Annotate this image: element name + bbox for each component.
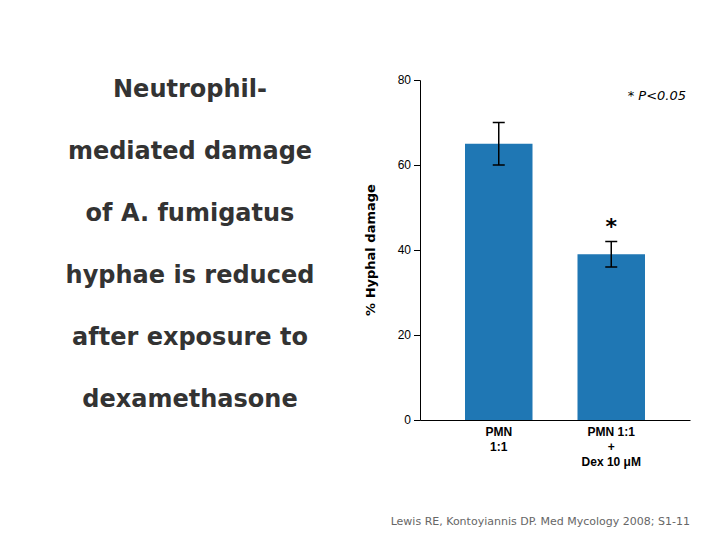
tick-label: PMN 1:1+Dex 10 μM: [582, 425, 641, 469]
tick-label: 80: [398, 73, 412, 87]
tick-label: 20: [398, 328, 412, 342]
error-bar: [493, 123, 505, 166]
tick: PMN1:1: [485, 425, 512, 454]
panel-text: after exposure to: [72, 323, 308, 351]
panel-text: hyphae is reduced: [66, 261, 315, 289]
bar: [465, 144, 533, 420]
tick-label-line: +: [608, 440, 615, 454]
tick-label-line: PMN: [485, 425, 512, 439]
tick-mark: [414, 80, 420, 81]
tick-label: 40: [398, 243, 412, 257]
tick-label: PMN1:1: [485, 425, 512, 454]
panel-text: mediated damage: [68, 137, 312, 165]
tick: 40: [398, 243, 420, 257]
x-axis: PMN1:1PMN 1:1+Dex 10 μM: [421, 421, 691, 470]
error-bar-line: [493, 123, 505, 166]
chart: Neutrophil-mediated damage of A. fumigatu…: [0, 0, 720, 540]
panel-text: dexamethasone: [82, 385, 297, 413]
panel-text: Neutrophil-: [113, 75, 267, 103]
annotation: *: [605, 214, 617, 239]
tick: PMN 1:1+Dex 10 μM: [582, 425, 641, 469]
footer: Lewis RE, Kontoyiannis DP. Med Mycology …: [391, 515, 690, 528]
tick: 80: [398, 73, 420, 87]
tick-mark: [414, 165, 420, 166]
axis-line: [421, 420, 691, 421]
tick: 0: [404, 413, 420, 427]
panel-text: of A. fumigatus: [86, 199, 295, 227]
tick-mark: [414, 335, 420, 336]
tick-label: 60: [398, 158, 412, 172]
error-bar: [605, 242, 617, 268]
tick-label-line: Dex 10 μM: [582, 455, 641, 469]
plot-area: [465, 123, 645, 421]
y-axis-title: % Hyphal damage: [363, 184, 378, 316]
tick: 60: [398, 158, 420, 172]
bar: [578, 254, 646, 420]
tick-label-line: 1:1: [490, 440, 508, 454]
text-panel: Neutrophil-mediated damage of A. fumigatu…: [66, 75, 315, 413]
annotation: * P<0.05: [628, 88, 686, 103]
tick-label: 0: [404, 413, 411, 427]
error-bar-line: [605, 242, 617, 268]
tick-mark: [414, 420, 420, 421]
axis-line: [414, 81, 421, 421]
tick-mark: [414, 250, 420, 251]
tick: 20: [398, 328, 420, 342]
y-axis: 0 20 40 60 80: [398, 73, 421, 427]
tick-label-line: PMN 1:1: [588, 425, 636, 439]
